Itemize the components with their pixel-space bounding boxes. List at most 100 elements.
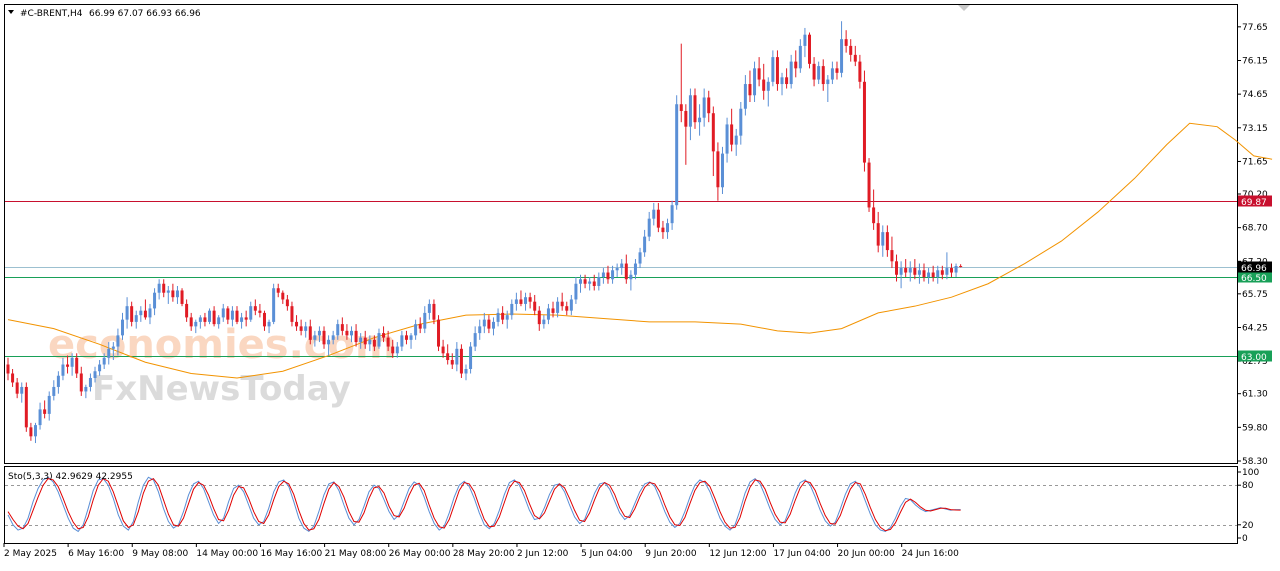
candle — [432, 299, 436, 325]
candle — [331, 330, 335, 345]
candle — [858, 54, 862, 89]
candle — [684, 104, 688, 165]
candle-body — [533, 301, 537, 311]
candle — [647, 211, 651, 242]
candle — [29, 422, 33, 441]
candle-body — [872, 207, 876, 224]
candle-body — [670, 205, 674, 224]
candle — [414, 319, 418, 340]
candle-body — [70, 357, 74, 367]
candle — [803, 27, 807, 58]
candle — [382, 326, 386, 343]
candle — [79, 366, 83, 396]
time-tick-label: 12 Jun 12:00 — [709, 549, 766, 559]
candle — [455, 342, 459, 372]
candle-body — [400, 335, 404, 347]
candle-body — [354, 330, 358, 343]
candle — [148, 303, 152, 325]
candle-body — [546, 308, 550, 320]
moving-average — [7, 122, 1273, 379]
candle — [579, 274, 582, 293]
candle-body — [954, 266, 958, 273]
candle — [519, 290, 523, 307]
candle-body — [116, 335, 120, 347]
price-tick-label: 59.80 — [1242, 423, 1268, 433]
candle — [308, 319, 312, 345]
candle-body — [153, 292, 157, 309]
candle — [826, 75, 830, 102]
candle — [789, 54, 793, 89]
candle-body — [208, 310, 212, 322]
candle — [720, 146, 724, 194]
stochastic-d-line — [7, 477, 961, 532]
candle-body — [835, 68, 839, 73]
candle-body — [240, 317, 244, 322]
candle — [368, 335, 372, 352]
candle-body — [20, 386, 24, 394]
candle — [624, 254, 628, 284]
price-pane[interactable] — [4, 4, 1238, 464]
candle-body — [418, 324, 422, 329]
time-tick-label: 9 Jun 20:00 — [645, 549, 697, 559]
candle-body — [620, 263, 624, 269]
candle-body — [487, 319, 491, 329]
candle-body — [79, 373, 83, 392]
candle — [785, 68, 789, 89]
candle-body — [849, 45, 853, 55]
candle — [670, 200, 674, 230]
candle — [615, 263, 619, 278]
candle-body — [180, 290, 184, 304]
candle-body — [693, 95, 697, 123]
candle-body — [688, 95, 692, 127]
candle-body — [350, 330, 353, 336]
candle — [20, 382, 24, 403]
candle — [66, 355, 70, 374]
candles — [6, 21, 963, 444]
candle — [931, 265, 935, 282]
candle — [166, 285, 170, 304]
candle — [299, 319, 303, 336]
candle — [524, 292, 528, 311]
candle-body — [441, 346, 445, 354]
candle-body — [904, 268, 908, 273]
candle-body — [789, 61, 793, 85]
candle — [372, 335, 376, 352]
candle-body — [647, 218, 651, 237]
chevron-down-icon[interactable] — [8, 10, 14, 14]
candle — [61, 357, 65, 381]
time-tick-label: 17 Jun 04:00 — [773, 549, 830, 559]
candle — [363, 330, 367, 349]
candle — [730, 108, 734, 152]
candle-body — [771, 57, 775, 82]
candle — [208, 308, 212, 325]
candle — [693, 88, 697, 129]
candle — [478, 319, 482, 340]
candle — [304, 321, 308, 338]
candle — [43, 400, 47, 419]
time-tick-label: 2 Jun 12:00 — [517, 549, 569, 559]
level-tag-label: 66.50 — [1241, 274, 1267, 284]
candle — [272, 283, 276, 325]
candle-body — [11, 373, 15, 383]
candle — [936, 265, 940, 284]
price-tick-label: 70.20 — [1242, 190, 1268, 200]
price-tick-label: 61.30 — [1242, 390, 1268, 400]
candle-body — [798, 45, 802, 69]
candle-body — [840, 39, 844, 73]
candle — [753, 61, 757, 102]
oscillator-pane[interactable] — [4, 466, 1238, 544]
candle-body — [198, 317, 202, 322]
price-tick-label: 65.75 — [1242, 290, 1268, 300]
level-tag-label: 69.87 — [1241, 198, 1267, 208]
stochastic-k-line — [7, 476, 961, 533]
candle-body — [336, 324, 340, 336]
oscillator-label: Sto(5,3,3) 42.9629 42.2955 — [8, 472, 133, 482]
candle-body — [537, 310, 541, 325]
candle — [354, 324, 358, 347]
candle — [143, 299, 147, 320]
chart-shift-marker[interactable] — [958, 5, 970, 11]
candle-body — [858, 61, 862, 82]
level-tag — [1238, 350, 1272, 362]
candle — [459, 344, 463, 378]
candle — [212, 306, 216, 327]
